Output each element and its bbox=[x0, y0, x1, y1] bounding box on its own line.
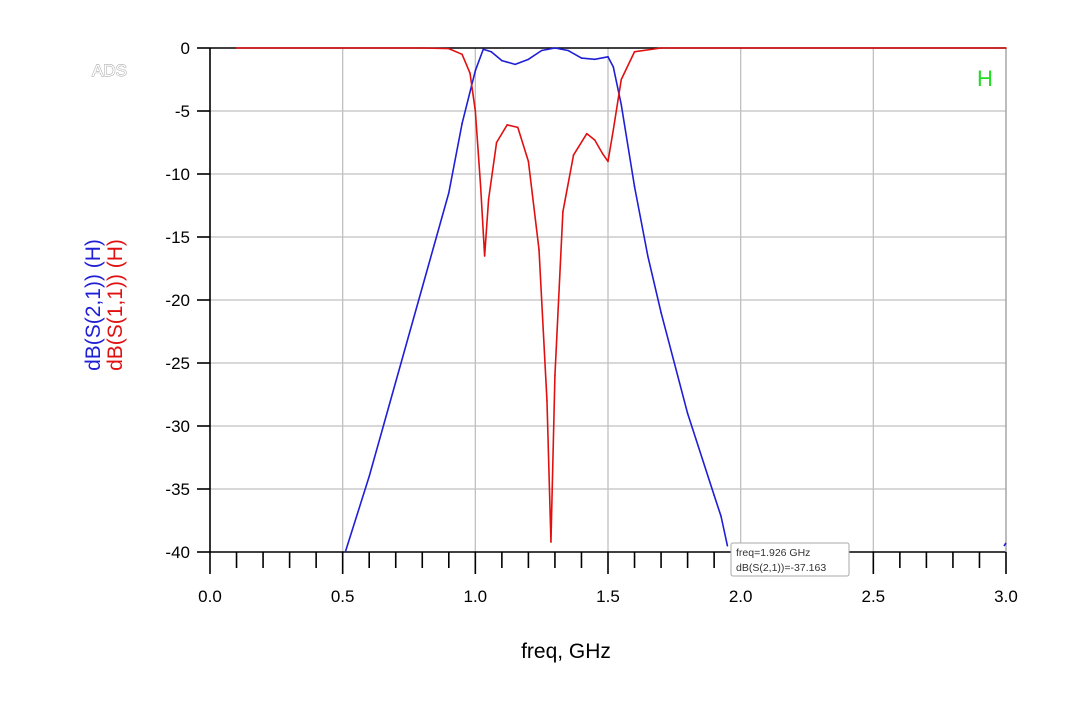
svg-text:dB(S(2,1)) (H): dB(S(2,1)) (H) bbox=[82, 239, 105, 371]
s21-point bbox=[620, 103, 623, 106]
marker-label[interactable]: H bbox=[977, 66, 993, 91]
s11-line bbox=[236, 47, 1006, 543]
y-tick-label: -30 bbox=[165, 417, 190, 436]
s21-edge-mark bbox=[1003, 542, 1007, 547]
s21-point bbox=[421, 286, 424, 289]
s11-point bbox=[572, 154, 575, 156]
s21-point bbox=[482, 48, 485, 51]
x-tick-label: 3.0 bbox=[994, 587, 1018, 606]
tooltip-line1: freq=1.926 GHz bbox=[736, 547, 810, 559]
y-tick-label: -5 bbox=[175, 102, 190, 121]
s21-point bbox=[540, 49, 543, 52]
x-tick-label: 1.5 bbox=[596, 587, 620, 606]
s11-point bbox=[235, 47, 238, 49]
s11-point bbox=[483, 255, 486, 257]
s21-point bbox=[726, 544, 729, 547]
s11-point bbox=[448, 47, 450, 50]
s11-point bbox=[527, 160, 530, 163]
y-tick-label: -10 bbox=[165, 165, 190, 184]
series-s11 bbox=[235, 47, 1007, 543]
series-s21 bbox=[344, 47, 729, 553]
x-tick-label: 0.0 bbox=[198, 587, 222, 606]
s21-point bbox=[527, 58, 530, 61]
s11-point bbox=[612, 129, 615, 131]
s11-point bbox=[516, 126, 519, 129]
y-tick-label: -15 bbox=[165, 228, 190, 247]
s11-point bbox=[593, 139, 596, 141]
s21-point bbox=[344, 551, 347, 553]
svg-text:dB(S(1,1)) (H): dB(S(1,1)) (H) bbox=[104, 239, 127, 371]
s11-point bbox=[620, 78, 623, 81]
s11-point bbox=[461, 53, 463, 56]
s21-point bbox=[490, 50, 493, 53]
s11-point bbox=[546, 400, 548, 402]
y-title-s11-suffix: (H) bbox=[104, 239, 127, 268]
x-axis-title: freq, GHz bbox=[521, 640, 611, 663]
ads-logo: ADS bbox=[92, 61, 127, 80]
s11-point bbox=[554, 374, 556, 377]
s21-point bbox=[607, 56, 609, 58]
x-tick-label: 0.5 bbox=[331, 587, 355, 606]
y-title-s21: dB(S(2,1)) bbox=[82, 274, 105, 371]
x-tick-label: 2.5 bbox=[862, 587, 886, 606]
s11-point bbox=[506, 124, 508, 126]
s21-point bbox=[474, 69, 477, 72]
series-layer bbox=[235, 47, 1007, 553]
s21-point bbox=[580, 57, 583, 59]
s11-point bbox=[660, 47, 662, 49]
s21-point bbox=[647, 255, 649, 257]
y-tick-label: -35 bbox=[165, 480, 190, 499]
axis-ticks: 0.0 0.5 1.0 1.5 2.0 2.5 3.0 0 -5 -10 -15 -20 -25 -30 -… bbox=[165, 39, 1017, 606]
x-tick-label: 2.0 bbox=[729, 587, 753, 606]
y-tick-label: -40 bbox=[165, 543, 190, 562]
marker-tooltip[interactable]: freq=1.926 GHz dB(S(2,1))=-37.163 bbox=[730, 542, 850, 577]
grid-lines bbox=[210, 48, 1006, 552]
s11-point bbox=[495, 141, 498, 144]
s11-point bbox=[487, 198, 490, 200]
s11-point bbox=[1005, 47, 1007, 49]
s11-point bbox=[479, 185, 482, 188]
s21-point bbox=[660, 311, 662, 314]
y-title-s11: dB(S(1,1)) bbox=[104, 274, 127, 371]
s11-point bbox=[607, 160, 609, 163]
s11-point bbox=[469, 72, 471, 74]
tooltip-line2: dB(S(2,1))=-37.163 bbox=[736, 562, 826, 574]
s21-point bbox=[461, 122, 463, 125]
y-tick-label: -20 bbox=[165, 291, 190, 310]
s21-point bbox=[633, 185, 636, 188]
s21-point bbox=[612, 66, 615, 68]
s11-point bbox=[421, 47, 424, 49]
s21-point bbox=[501, 59, 503, 62]
s11-point bbox=[585, 132, 588, 135]
y-axis-title: dB(S(2,1)) (H) dB(S(1,1)) (H) bbox=[82, 239, 127, 371]
s21-point bbox=[686, 412, 689, 415]
s21-point bbox=[554, 47, 556, 49]
s11-point bbox=[550, 541, 552, 543]
s21-point bbox=[394, 381, 397, 383]
s11-point bbox=[538, 248, 540, 251]
s21-point bbox=[567, 49, 569, 52]
s21-point bbox=[713, 494, 715, 497]
s11-point bbox=[673, 47, 676, 49]
s11-point bbox=[474, 110, 477, 112]
s11-point bbox=[562, 211, 564, 213]
s11-point bbox=[633, 50, 636, 53]
y-tick-label: -25 bbox=[165, 354, 190, 373]
s21-point bbox=[593, 58, 596, 61]
x-tick-label: 1.0 bbox=[464, 587, 488, 606]
s21-point bbox=[448, 192, 450, 194]
s21-point bbox=[720, 515, 722, 518]
s21-point bbox=[368, 475, 371, 478]
s21-point bbox=[514, 63, 516, 66]
s11-point bbox=[601, 153, 604, 155]
y-tick-label: 0 bbox=[181, 39, 190, 58]
tooltip-box bbox=[730, 542, 850, 577]
y-title-s21-suffix: (H) bbox=[82, 239, 105, 268]
